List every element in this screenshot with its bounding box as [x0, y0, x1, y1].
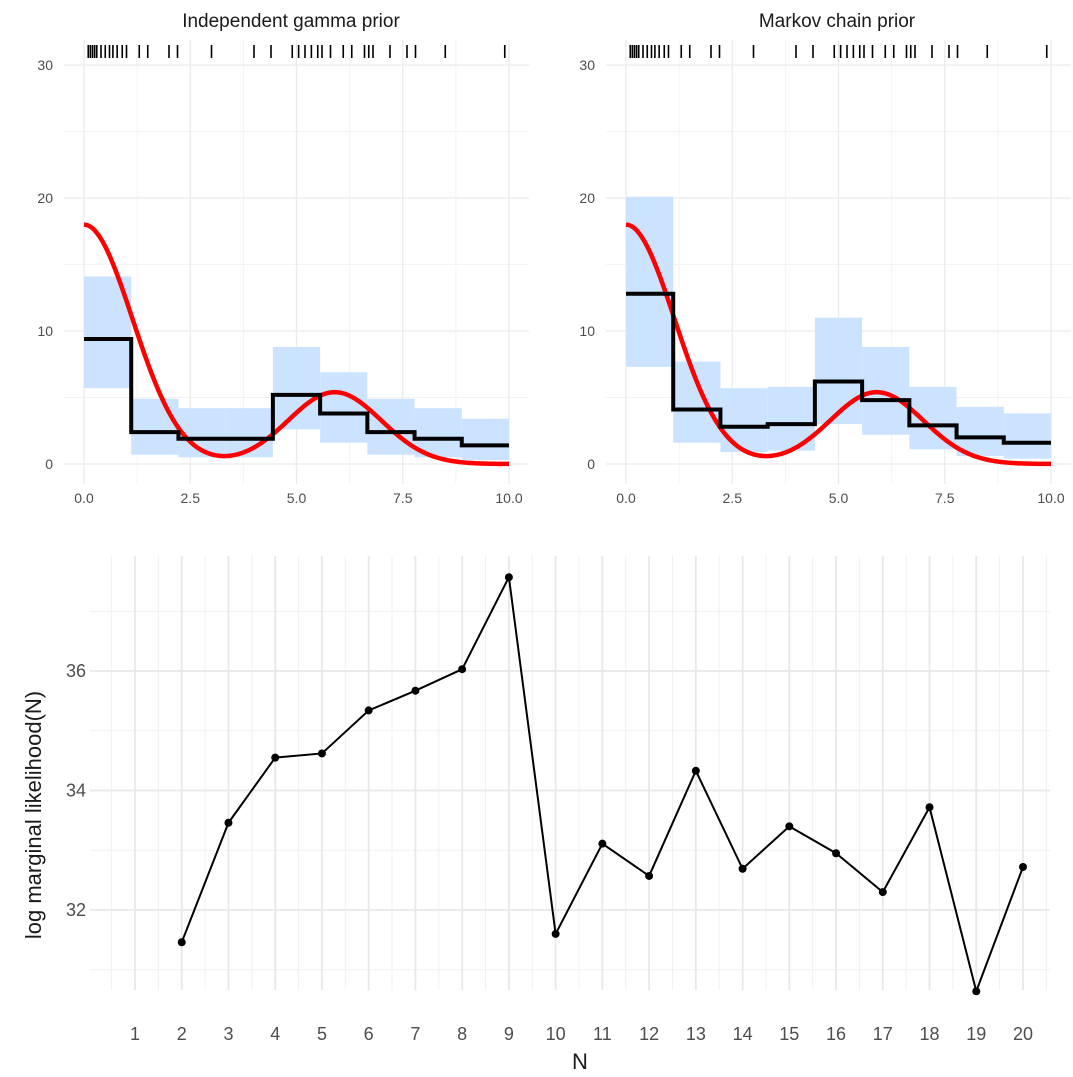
panel3-y-axis-title: log marginal likelihood(N) [21, 691, 46, 939]
x-tick-label: 14 [733, 1024, 753, 1044]
x-tick-label: 5.0 [287, 490, 307, 506]
panel2-x-tick-labels: 0.0 2.5 5.0 7.5 10.0 [616, 490, 1065, 506]
x-tick-label: 11 [593, 1024, 612, 1044]
data-point [551, 929, 560, 938]
data-point [411, 686, 420, 695]
data-point [925, 803, 934, 812]
panel-markov-chain-prior: 0.0 2.5 5.0 7.5 10.0 0 10 20 30 Markov chain pr… [579, 11, 1071, 506]
panel1-x-tick-labels: 0.0 2.5 5.0 7.5 10.0 [74, 490, 523, 506]
panel3-y-tick-labels: 32 34 36 [66, 661, 86, 920]
data-point [738, 864, 747, 873]
data-point [598, 839, 607, 848]
data-point [691, 766, 700, 775]
data-point [224, 818, 233, 827]
x-tick-label: 2.5 [181, 490, 201, 506]
y-tick-label: 10 [579, 323, 595, 339]
x-tick-label: 5.0 [829, 490, 849, 506]
panel3-points [177, 573, 1027, 996]
data-point [878, 888, 887, 897]
panel3-x-axis-title: N [572, 1049, 588, 1074]
x-tick-label: 19 [966, 1024, 986, 1044]
panel3-x-tick-labels: 1 2 3 4 5 6 7 8 9 10 11 12 13 14 15 16 17 18 19 20 [130, 1024, 1033, 1044]
panel2-credible-bands [626, 196, 1051, 459]
panel3-grid [90, 556, 1050, 990]
panel-independent-gamma-prior: 0.0 2.5 5.0 7.5 10.0 0 10 20 30 Independent gam… [37, 11, 529, 506]
x-tick-label: 7 [410, 1024, 420, 1044]
y-tick-label: 36 [66, 661, 86, 681]
y-tick-label: 20 [37, 190, 53, 206]
credible-band [626, 196, 674, 367]
data-point [177, 938, 186, 947]
data-point [317, 749, 326, 758]
panel1-true-density-curve [83, 222, 510, 467]
data-point [645, 871, 654, 880]
panel1-rug [87, 45, 506, 58]
data-point [832, 849, 841, 858]
x-tick-label: 15 [779, 1024, 799, 1044]
data-point [271, 753, 280, 762]
data-point [785, 822, 794, 831]
credible-band [720, 388, 768, 453]
panel1-credible-bands [84, 276, 509, 461]
x-tick-label: 9 [504, 1024, 514, 1044]
x-tick-label: 13 [686, 1024, 706, 1044]
credible-band [909, 386, 957, 450]
y-tick-label: 34 [66, 781, 86, 801]
panel2-rug [629, 45, 1048, 58]
panel1-posterior-step-line [84, 336, 509, 448]
credible-band [272, 346, 321, 430]
panel1-y-tick-labels: 0 10 20 30 [37, 57, 53, 472]
x-tick-label: 8 [457, 1024, 467, 1044]
panel1-title: Independent gamma prior [182, 11, 400, 32]
y-tick-label: 0 [587, 456, 595, 472]
x-tick-label: 7.5 [935, 490, 955, 506]
x-tick-label: 0.0 [74, 490, 94, 506]
credible-band [956, 406, 1004, 457]
panel2-y-tick-labels: 0 10 20 30 [579, 57, 595, 472]
x-tick-label: 16 [826, 1024, 846, 1044]
panel2-title: Markov chain prior [759, 11, 916, 32]
credible-band [1003, 413, 1051, 459]
data-point [504, 573, 513, 582]
credible-band [814, 317, 863, 425]
data-point [364, 706, 373, 715]
panel2-posterior-step-line [626, 291, 1051, 445]
credible-band [414, 408, 462, 458]
x-tick-label: 2 [177, 1024, 187, 1044]
y-tick-label: 10 [37, 323, 53, 339]
x-tick-label: 10.0 [1037, 490, 1064, 506]
y-tick-label: 20 [579, 190, 595, 206]
x-tick-label: 4 [270, 1024, 280, 1044]
credible-band [320, 372, 368, 443]
x-tick-label: 7.5 [393, 490, 413, 506]
x-tick-label: 10 [546, 1024, 566, 1044]
x-tick-label: 18 [920, 1024, 940, 1044]
credible-band [131, 398, 179, 455]
x-tick-label: 17 [873, 1024, 893, 1044]
data-point [972, 987, 981, 996]
y-tick-label: 30 [37, 57, 53, 73]
x-tick-label: 12 [639, 1024, 659, 1044]
data-point [1019, 862, 1027, 871]
data-point [458, 665, 467, 674]
credible-band [461, 418, 509, 461]
x-tick-label: 1 [130, 1024, 140, 1044]
x-tick-label: 6 [364, 1024, 374, 1044]
x-tick-label: 3 [223, 1024, 233, 1044]
y-tick-label: 32 [66, 900, 86, 920]
y-tick-label: 30 [579, 57, 595, 73]
x-tick-label: 20 [1013, 1024, 1033, 1044]
y-tick-label: 0 [45, 456, 53, 472]
credible-band [673, 361, 721, 443]
x-tick-label: 0.0 [616, 490, 636, 506]
x-tick-label: 5 [317, 1024, 327, 1044]
x-tick-label: 2.5 [723, 490, 743, 506]
panel2-true-density-curve [625, 222, 1052, 467]
x-tick-label: 10.0 [495, 490, 522, 506]
